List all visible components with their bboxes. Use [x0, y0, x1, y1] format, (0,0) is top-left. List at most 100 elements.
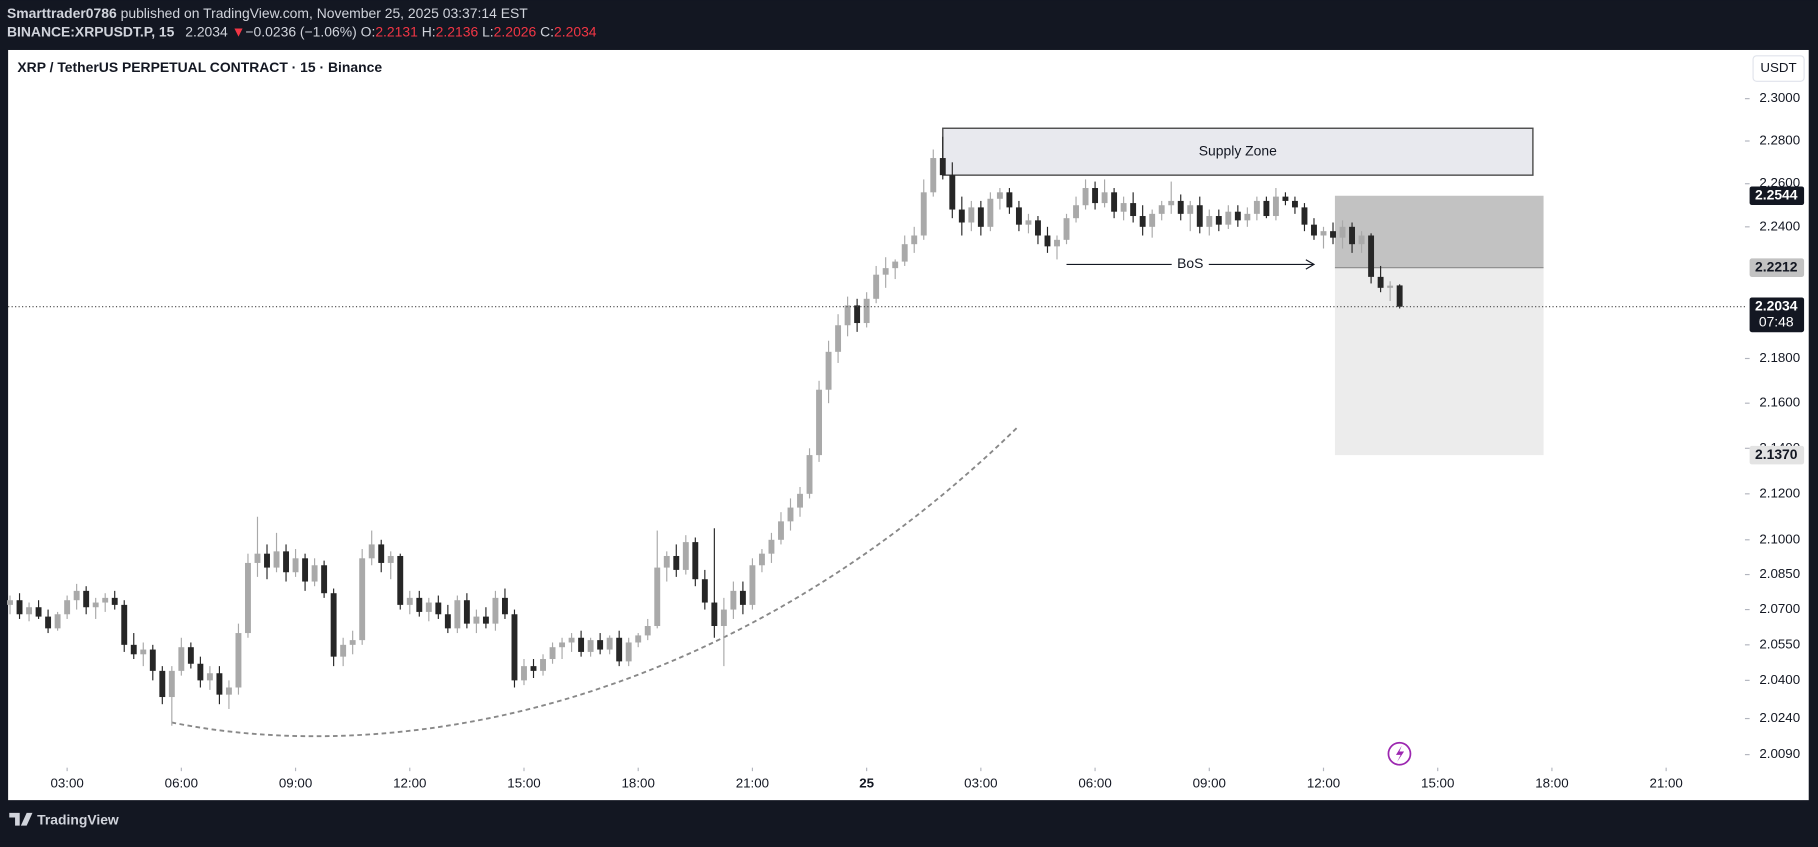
y-tick-label: 2.1200	[1759, 485, 1800, 500]
candle-body	[673, 555, 680, 570]
entry-price-label: 2.2212	[1755, 258, 1798, 274]
candle-body	[216, 673, 223, 695]
candle-body	[1196, 205, 1203, 227]
candle-body	[378, 544, 385, 563]
chart-title: XRP / TetherUS PERPETUAL CONTRACT · 15 ·…	[17, 59, 382, 75]
candle-body	[1234, 211, 1241, 221]
candle-body	[720, 609, 727, 626]
y-tick-label: 2.3000	[1759, 90, 1800, 105]
candle-body	[1073, 205, 1079, 219]
candle-body	[321, 565, 328, 594]
candle-body	[387, 555, 394, 563]
candle-body	[178, 647, 185, 671]
high: 2.2136	[436, 23, 479, 39]
candle-body	[778, 521, 784, 540]
candle-body	[73, 590, 80, 601]
candle-body	[473, 616, 480, 624]
candle-body	[311, 565, 318, 582]
y-tick-label: 2.1800	[1759, 350, 1800, 365]
candle-body	[1339, 226, 1346, 238]
y-tick-label: 2.0240	[1759, 710, 1800, 725]
candle-body	[83, 590, 90, 608]
candle-body	[692, 542, 699, 580]
candle-body	[1168, 200, 1175, 206]
candle-body	[616, 637, 623, 662]
candle-body	[1349, 226, 1356, 245]
candle-body	[806, 455, 813, 494]
y-tick-label: 2.0550	[1759, 636, 1800, 651]
candle-body	[406, 597, 413, 605]
candle-body	[349, 640, 356, 645]
candle-body	[1101, 192, 1108, 204]
candle-body	[1215, 216, 1222, 225]
candle-body	[663, 555, 670, 568]
supply-zone	[942, 127, 1534, 176]
candle-body	[701, 579, 708, 603]
candle-body	[1358, 235, 1365, 245]
candle-body	[1377, 276, 1384, 288]
x-tick-label: 09:00	[1193, 775, 1226, 790]
open-label: O:	[361, 23, 376, 39]
candle-body	[654, 567, 661, 626]
candle-body	[111, 597, 118, 605]
bolt	[1395, 745, 1405, 762]
candle-body	[7, 600, 13, 605]
candle-body	[1111, 192, 1118, 212]
candle-body	[1225, 211, 1232, 225]
candle-body	[368, 544, 375, 559]
candle-body	[901, 244, 908, 262]
stop-price-label-box	[1749, 186, 1805, 206]
candle-body	[749, 565, 756, 605]
candle-body	[606, 637, 613, 650]
low-label: L:	[482, 23, 494, 39]
candle-body	[530, 666, 537, 671]
target-price-label-box	[1749, 445, 1805, 465]
candle-body	[521, 666, 527, 681]
candle-body	[844, 305, 851, 326]
low: 2.2026	[494, 23, 537, 39]
candle-body	[949, 175, 956, 210]
candle-body	[1120, 203, 1127, 212]
candle-body	[977, 207, 984, 227]
candle-body	[863, 298, 870, 324]
candle-body	[540, 659, 546, 671]
candle-body	[1035, 220, 1041, 236]
candle-body	[359, 558, 366, 641]
candle-body	[92, 602, 99, 608]
candle-body	[454, 600, 461, 629]
y-tick-label: 2.1000	[1759, 531, 1800, 546]
candle-body	[939, 158, 946, 176]
candle-body	[797, 493, 803, 508]
x-tick-label: 25	[859, 775, 874, 790]
candle-body	[397, 555, 404, 605]
author: Smarttrader0786	[7, 5, 117, 21]
candle-body	[635, 635, 642, 643]
candle-body	[435, 602, 442, 615]
candle-body	[1272, 196, 1279, 217]
x-tick-label: 18:00	[622, 775, 655, 790]
candle-body	[245, 562, 251, 634]
candle-body	[416, 597, 423, 612]
unit-box[interactable]	[1752, 55, 1805, 82]
candle-body	[758, 553, 765, 566]
candle-body	[235, 633, 242, 688]
candle-body	[502, 597, 508, 615]
candle-body	[1015, 207, 1022, 225]
candle-body	[882, 268, 889, 275]
y-tick-label: 2.1600	[1759, 395, 1800, 410]
candle-body	[587, 640, 594, 652]
x-tick-label: 12:00	[393, 775, 426, 790]
candle-body	[958, 209, 965, 223]
logo-text: TradingView	[37, 812, 119, 828]
candle-body	[206, 673, 213, 681]
candle-body	[140, 649, 147, 655]
candle-body	[1387, 285, 1394, 288]
x-tick-label: 03:00	[964, 775, 997, 790]
candle-body	[568, 637, 575, 643]
candle-body	[987, 198, 994, 227]
candle-body	[816, 389, 822, 456]
candle-body	[920, 192, 927, 236]
candle-body	[682, 542, 689, 570]
candle-body	[187, 647, 194, 664]
